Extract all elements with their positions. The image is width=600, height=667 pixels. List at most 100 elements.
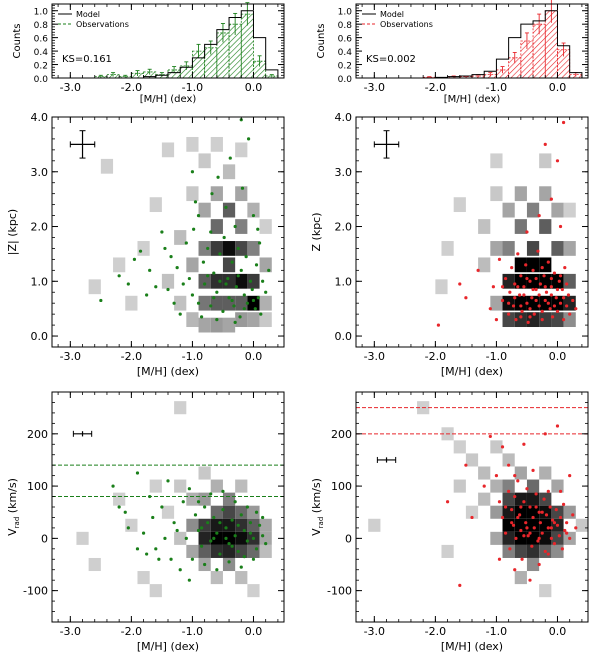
data-point <box>522 293 526 297</box>
density-cell <box>551 312 564 328</box>
data-point <box>561 502 566 506</box>
data-point <box>560 547 564 551</box>
data-point <box>445 500 450 504</box>
data-point <box>549 536 553 540</box>
data-point <box>190 293 195 297</box>
density-cell <box>502 492 515 506</box>
y-tick-label: 0.8 <box>34 21 49 31</box>
data-point <box>497 500 502 504</box>
data-point <box>503 531 508 535</box>
data-point <box>206 274 210 278</box>
data-point <box>531 268 535 272</box>
density-cell <box>149 479 162 493</box>
data-point <box>212 515 216 520</box>
plot-area <box>435 120 578 328</box>
data-point <box>531 468 535 473</box>
data-point <box>192 227 196 231</box>
data-point <box>516 285 520 289</box>
legend-observations-label: Observations <box>380 20 433 29</box>
density-cell <box>174 230 187 245</box>
data-point <box>507 489 511 493</box>
data-point <box>233 534 237 538</box>
density-cell <box>247 241 260 256</box>
data-point <box>141 531 146 535</box>
density-cell <box>210 317 223 333</box>
x-axis-label: [M/H] (dex) <box>140 94 197 105</box>
data-point <box>542 274 546 278</box>
density-cell <box>210 531 223 545</box>
density-cell <box>478 257 491 273</box>
data-point <box>563 265 567 270</box>
data-point <box>169 255 173 259</box>
density-cell <box>235 518 248 532</box>
density-cell <box>563 241 576 256</box>
density-cell <box>247 295 260 311</box>
data-point <box>190 557 195 561</box>
density-cell <box>210 136 223 152</box>
data-point <box>203 282 207 286</box>
data-point <box>251 536 256 540</box>
data-point <box>233 224 237 229</box>
data-point <box>544 513 549 517</box>
density-cell <box>526 505 540 519</box>
density-cell <box>235 186 248 202</box>
data-point <box>132 257 137 261</box>
y-tick-label: 100 <box>27 480 48 493</box>
data-point <box>538 282 542 286</box>
data-point <box>221 508 225 512</box>
data-point <box>510 265 514 270</box>
y-axis-label-main: V <box>6 528 19 536</box>
data-point <box>540 309 544 314</box>
density-cell <box>198 241 211 256</box>
data-point <box>218 552 222 556</box>
density-cell <box>551 479 564 493</box>
density-cell <box>453 479 466 493</box>
x-axis-label: [M/H] (dex) <box>444 94 501 105</box>
data-point <box>193 200 198 204</box>
density-cell <box>222 241 236 256</box>
y-tick-label: 200 <box>331 428 352 441</box>
data-point <box>497 257 502 261</box>
data-point <box>250 287 254 292</box>
y-axis-label: Counts <box>12 24 23 59</box>
density-cell <box>575 518 588 532</box>
data-point <box>187 578 191 582</box>
data-point <box>537 304 541 308</box>
panel-height-metallicity-right: -3.0 -2.0 -1.0 0.0 0.0 1.0 2.0 3.0 4.0 [M/H] (dex… <box>310 111 589 378</box>
density-cell <box>210 479 223 493</box>
data-point <box>172 301 176 305</box>
density-cell <box>210 544 223 558</box>
data-point <box>230 544 234 548</box>
density-cell <box>198 466 211 480</box>
data-point <box>169 557 173 561</box>
data-point <box>256 296 260 300</box>
data-point <box>257 523 262 527</box>
y-tick-label: 1.0 <box>338 8 353 18</box>
density-cell <box>198 518 211 532</box>
data-point <box>242 528 246 533</box>
density-cell <box>235 479 248 493</box>
data-point <box>251 557 256 561</box>
data-point <box>248 279 253 283</box>
data-point <box>254 263 259 267</box>
density-cell <box>435 279 448 295</box>
data-point <box>546 301 550 305</box>
y-axis-label: Z (kpc) <box>310 212 323 251</box>
data-point <box>264 290 268 294</box>
density-cell <box>526 479 540 493</box>
data-point <box>552 304 557 308</box>
x-tick-label: -2.0 <box>425 350 446 363</box>
data-point <box>178 312 182 316</box>
data-point <box>561 120 566 125</box>
density-cell <box>247 544 260 558</box>
data-point <box>500 285 505 289</box>
density-cell <box>441 241 454 256</box>
data-point <box>525 487 529 491</box>
data-point <box>546 552 550 556</box>
data-point <box>228 156 232 160</box>
panel-histogram-left: -3.0 -2.0 -1.0 0.0 0.0 0.2 0.4 0.6 0.8 1.0 [M/H] (… <box>12 2 285 105</box>
y-tick-label: -100 <box>327 585 352 598</box>
y-axis-label-unit: (km/s) <box>6 478 19 517</box>
data-point <box>256 227 260 231</box>
x-tick-label: -2.0 <box>425 625 446 638</box>
